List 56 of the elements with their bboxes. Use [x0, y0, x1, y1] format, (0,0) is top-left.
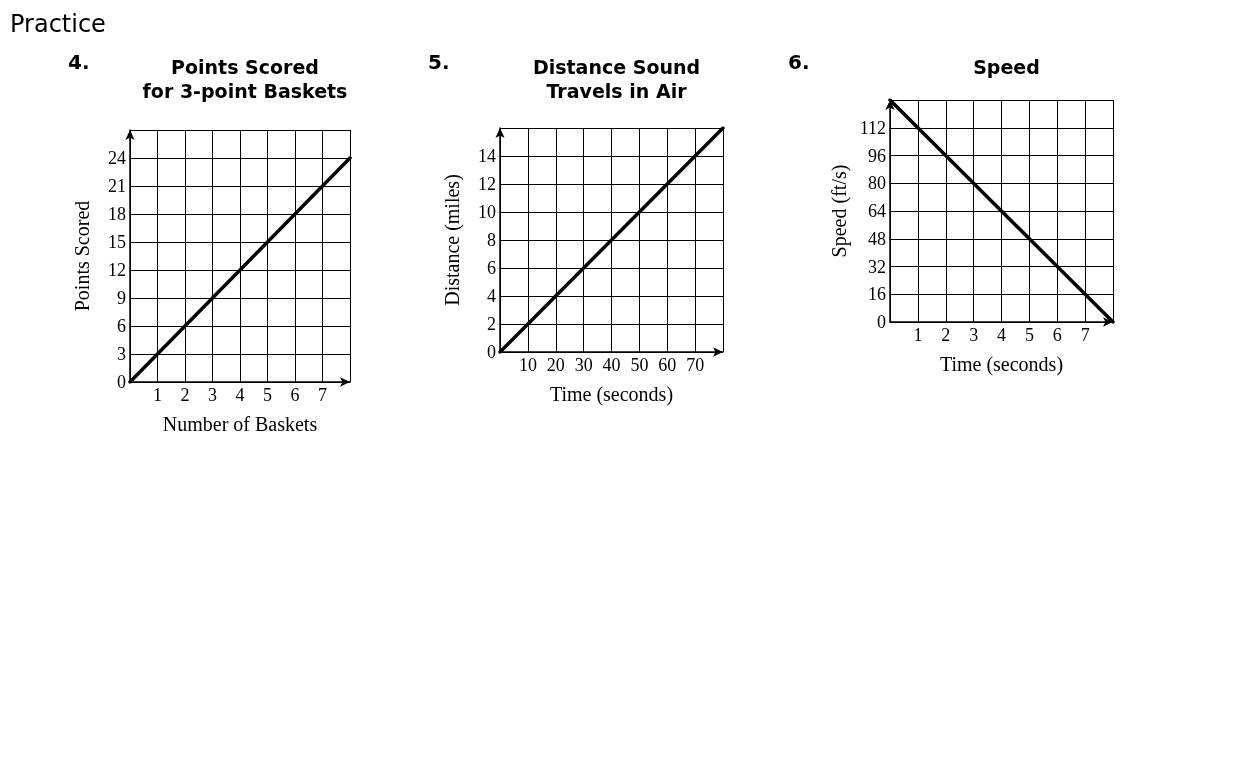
x-tick-label: 40 — [602, 355, 621, 375]
y-tick-label: 8 — [487, 230, 496, 250]
y-tick-label: 14 — [478, 146, 496, 166]
x-tick-label: 50 — [630, 355, 649, 375]
x-tick-label: 3 — [969, 325, 979, 345]
y-tick-label: 21 — [108, 176, 126, 196]
y-axis-title: Points Scored — [71, 200, 93, 312]
y-tick-label: 80 — [868, 173, 886, 194]
text: 5. — [428, 50, 450, 74]
text: 6. — [788, 50, 810, 74]
chart-title: Speed — [973, 56, 1040, 78]
y-tick-label: 112 — [859, 117, 886, 138]
x-tick-label: 10 — [518, 355, 537, 375]
x-axis-title: Time (seconds) — [939, 353, 1064, 376]
y-tick-label: 10 — [478, 202, 496, 222]
x-tick-label: 20 — [546, 355, 565, 375]
x-tick-label: 4 — [235, 385, 245, 405]
y-tick-label: 96 — [868, 145, 886, 166]
y-tick-label: 9 — [117, 288, 126, 308]
x-tick-label: 3 — [208, 385, 217, 405]
y-tick-label: 48 — [868, 228, 886, 249]
x-tick-label: 6 — [1052, 325, 1062, 345]
y-axis-title: Speed (ft/s) — [827, 164, 851, 258]
x-axis-title: Time (seconds) — [549, 383, 674, 406]
x-tick-label: 1 — [153, 385, 162, 405]
x-tick-label: 70 — [686, 355, 705, 375]
y-tick-label: 4 — [487, 286, 496, 306]
text: Practice — [10, 10, 106, 38]
x-tick-label: 6 — [290, 385, 300, 405]
x-tick-label: 60 — [658, 355, 677, 375]
y-axis-title: Distance (miles) — [441, 174, 464, 306]
x-tick-label: 30 — [574, 355, 593, 375]
chart-title: Points Scored for 3-point Baskets — [142, 56, 348, 102]
y-tick-label: 32 — [868, 256, 886, 277]
y-tick-label: 0 — [117, 372, 126, 392]
text: 4. — [68, 50, 90, 74]
x-tick-label: 5 — [263, 385, 272, 405]
y-tick-label: 15 — [108, 232, 126, 252]
x-tick-label: 7 — [1080, 325, 1090, 345]
y-tick-label: 12 — [108, 260, 126, 280]
y-tick-label: 24 — [108, 148, 126, 168]
x-tick-label: 4 — [997, 325, 1006, 345]
y-tick-label: 0 — [877, 312, 886, 332]
x-tick-label: 2 — [941, 325, 951, 345]
x-tick-label: 2 — [180, 385, 190, 405]
y-tick-label: 18 — [108, 204, 126, 224]
x-axis-title: Number of Baskets — [162, 413, 318, 435]
x-tick-label: 7 — [318, 385, 327, 405]
y-tick-label: 0 — [487, 342, 496, 362]
x-tick-label: 5 — [1024, 325, 1034, 345]
x-tick-label: 1 — [913, 325, 923, 345]
y-tick-label: 16 — [868, 284, 886, 305]
y-tick-label: 64 — [868, 201, 886, 221]
y-tick-label: 12 — [478, 174, 496, 194]
y-tick-label: 6 — [487, 258, 496, 278]
chart-title: Distance Sound Travels in Air — [532, 56, 701, 102]
